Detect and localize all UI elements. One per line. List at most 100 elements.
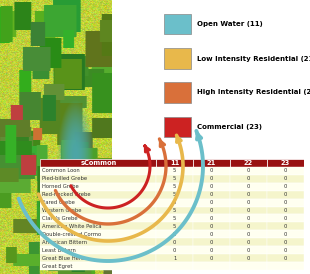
Bar bbox=[193, 183, 230, 191]
Bar bbox=[267, 262, 304, 270]
Text: 5: 5 bbox=[173, 168, 176, 173]
Text: Pied-billed Grebe: Pied-billed Grebe bbox=[42, 176, 87, 181]
Bar bbox=[230, 183, 267, 191]
Bar bbox=[267, 199, 304, 207]
Bar bbox=[193, 175, 230, 183]
Text: 0: 0 bbox=[210, 184, 213, 189]
Bar bbox=[156, 230, 193, 238]
Bar bbox=[193, 262, 230, 270]
Text: 0: 0 bbox=[284, 248, 287, 253]
Text: 0: 0 bbox=[247, 224, 250, 229]
Text: 5: 5 bbox=[173, 192, 176, 197]
Text: 0: 0 bbox=[247, 240, 250, 245]
Bar bbox=[193, 207, 230, 215]
Text: Western Grebe: Western Grebe bbox=[42, 208, 82, 213]
Text: 0: 0 bbox=[247, 168, 250, 173]
Text: 0: 0 bbox=[284, 232, 287, 237]
Text: 0: 0 bbox=[247, 200, 250, 205]
Bar bbox=[40, 167, 156, 175]
Bar bbox=[164, 117, 191, 138]
Text: 0: 0 bbox=[210, 200, 213, 205]
Text: 0: 0 bbox=[284, 176, 287, 181]
Text: Least Bittern: Least Bittern bbox=[42, 248, 76, 253]
Bar bbox=[267, 215, 304, 222]
Bar bbox=[40, 183, 156, 191]
Text: Horned Grebe: Horned Grebe bbox=[42, 184, 79, 189]
Text: 0: 0 bbox=[284, 216, 287, 221]
Text: 0: 0 bbox=[284, 240, 287, 245]
Bar bbox=[267, 246, 304, 254]
Bar bbox=[156, 246, 193, 254]
Bar bbox=[40, 230, 156, 238]
Text: 0: 0 bbox=[284, 200, 287, 205]
Bar bbox=[193, 246, 230, 254]
Bar bbox=[193, 159, 230, 167]
Text: 0: 0 bbox=[247, 208, 250, 213]
Text: 0: 0 bbox=[210, 216, 213, 221]
Text: 5: 5 bbox=[173, 208, 176, 213]
Bar bbox=[156, 199, 193, 207]
Bar bbox=[230, 215, 267, 222]
Bar bbox=[267, 238, 304, 246]
Text: 23: 23 bbox=[281, 160, 290, 166]
Bar bbox=[267, 191, 304, 199]
Text: Great Blue Heron: Great Blue Heron bbox=[42, 256, 88, 261]
Bar bbox=[230, 230, 267, 238]
Bar bbox=[267, 230, 304, 238]
Text: American Bittern: American Bittern bbox=[42, 240, 87, 245]
Bar bbox=[267, 167, 304, 175]
Bar bbox=[156, 238, 193, 246]
Bar bbox=[230, 207, 267, 215]
Text: 0: 0 bbox=[247, 232, 250, 237]
Text: Great Egret: Great Egret bbox=[42, 264, 73, 269]
Text: Low Intensity Residential (21): Low Intensity Residential (21) bbox=[197, 56, 310, 62]
Bar bbox=[40, 215, 156, 222]
Text: 5: 5 bbox=[173, 232, 176, 237]
Text: Eared Grebe: Eared Grebe bbox=[42, 200, 75, 205]
Bar bbox=[156, 254, 193, 262]
Text: Open Water (11): Open Water (11) bbox=[197, 21, 263, 27]
Bar bbox=[164, 82, 191, 102]
Text: 11: 11 bbox=[170, 160, 179, 166]
Bar bbox=[156, 191, 193, 199]
Bar bbox=[230, 191, 267, 199]
Bar bbox=[40, 199, 156, 207]
Text: 0: 0 bbox=[210, 168, 213, 173]
Text: 0: 0 bbox=[247, 256, 250, 261]
Text: 0: 0 bbox=[173, 248, 176, 253]
Text: sCommon: sCommon bbox=[80, 160, 116, 166]
Bar bbox=[193, 215, 230, 222]
Bar bbox=[40, 222, 156, 230]
Bar bbox=[156, 222, 193, 230]
Text: Common Loon: Common Loon bbox=[42, 168, 80, 173]
Text: 0: 0 bbox=[247, 184, 250, 189]
Text: 5: 5 bbox=[173, 200, 176, 205]
Bar bbox=[193, 191, 230, 199]
Bar bbox=[40, 159, 156, 167]
Text: 0: 0 bbox=[210, 208, 213, 213]
Text: 5: 5 bbox=[173, 224, 176, 229]
Text: 0: 0 bbox=[210, 256, 213, 261]
Bar bbox=[156, 159, 193, 167]
Bar bbox=[193, 167, 230, 175]
Bar bbox=[40, 262, 156, 270]
Bar bbox=[156, 262, 193, 270]
Bar bbox=[156, 175, 193, 183]
Text: 0: 0 bbox=[284, 184, 287, 189]
Text: 0: 0 bbox=[210, 240, 213, 245]
Bar bbox=[40, 254, 156, 262]
Text: 5: 5 bbox=[173, 184, 176, 189]
Bar bbox=[267, 159, 304, 167]
Text: 0: 0 bbox=[210, 176, 213, 181]
Bar bbox=[156, 183, 193, 191]
Text: 0: 0 bbox=[247, 248, 250, 253]
Bar bbox=[193, 230, 230, 238]
Bar bbox=[230, 159, 267, 167]
Text: 0: 0 bbox=[247, 216, 250, 221]
Text: Clark's Grebe: Clark's Grebe bbox=[42, 216, 78, 221]
Bar bbox=[267, 183, 304, 191]
Bar bbox=[156, 167, 193, 175]
Text: 0: 0 bbox=[247, 192, 250, 197]
Text: High Intensity Residential (22): High Intensity Residential (22) bbox=[197, 89, 310, 95]
Bar bbox=[230, 167, 267, 175]
